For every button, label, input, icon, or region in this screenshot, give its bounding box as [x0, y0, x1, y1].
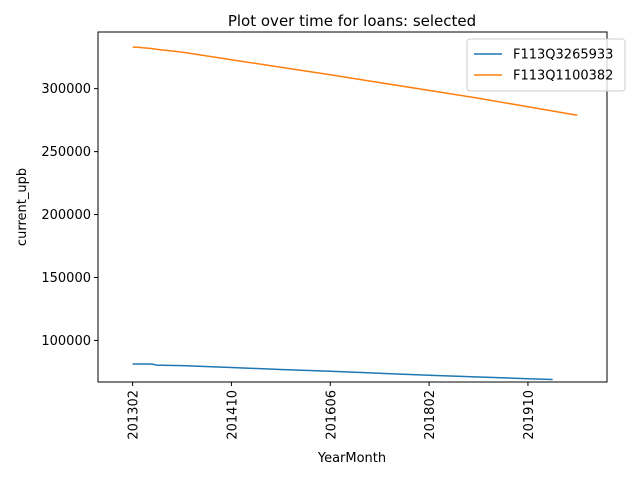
chart-title: Plot over time for loans: selected [228, 12, 476, 30]
series-lines [132, 46, 578, 381]
x-tick-label: 201606 [324, 390, 339, 440]
y-tick-label: 250000 [41, 145, 91, 160]
y-tick-label: 200000 [41, 208, 91, 223]
legend-label-1: F113Q3265933 [513, 48, 613, 63]
x-tick-label: 201302 [127, 390, 142, 440]
x-tick-label: 201802 [423, 390, 438, 440]
legend: F113Q3265933 F113Q1100382 [466, 38, 626, 92]
y-tick-label: 150000 [41, 271, 91, 286]
y-tick-label: 100000 [41, 334, 91, 349]
legend-box [466, 38, 626, 92]
plot-frame [97, 31, 608, 383]
x-tick-label: 201410 [225, 390, 240, 440]
series-line-1 [132, 363, 553, 381]
plot-area [97, 31, 608, 383]
y-axis: 100000 150000 200000 250000 300000 [41, 82, 98, 349]
x-tick-label: 201910 [522, 390, 537, 440]
y-tick-label: 300000 [41, 82, 91, 97]
y-axis-label: current_upb [15, 168, 30, 246]
x-axis: 201302 201410 201606 201802 201910 [127, 382, 537, 440]
x-axis-label: YearMonth [317, 451, 386, 466]
legend-label-2: F113Q1100382 [513, 69, 613, 84]
series-line-2 [132, 46, 578, 117]
